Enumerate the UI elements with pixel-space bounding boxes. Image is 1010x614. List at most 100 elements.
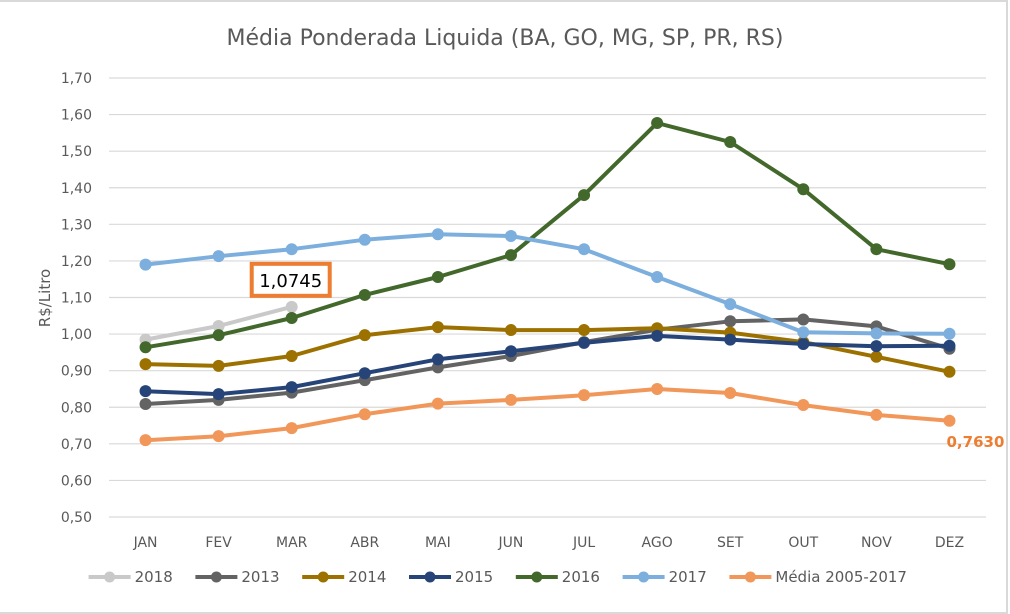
data-point: [504, 324, 517, 337]
legend-swatch-marker: [104, 571, 116, 583]
annotation-box: [249, 261, 332, 298]
y-tick-label: 1,60: [61, 108, 92, 124]
annotation-label: 1,0745: [259, 271, 322, 292]
legend-item[interactable]: 2018: [88, 568, 173, 586]
data-point: [870, 243, 883, 256]
legend-swatch-marker: [744, 571, 756, 583]
series-line: [145, 333, 950, 397]
x-tick-label: ABR: [350, 535, 379, 551]
series-2017: [139, 228, 956, 340]
data-point: [651, 116, 664, 129]
legend-label: 2017: [669, 568, 707, 586]
data-point: [797, 337, 810, 350]
data-point: [578, 324, 591, 337]
data-point: [651, 382, 664, 395]
y-axis-label: R$/Litro: [36, 269, 54, 327]
data-point: [212, 250, 225, 263]
data-point: [212, 388, 225, 401]
data-point: [943, 258, 956, 271]
data-point: [285, 243, 298, 256]
legend-item[interactable]: 2014: [302, 568, 386, 586]
legend-swatch-marker: [210, 571, 222, 583]
data-point: [797, 313, 810, 326]
x-tick-label: FEV: [205, 535, 232, 551]
data-point: [139, 341, 152, 354]
data-point: [504, 249, 517, 262]
series-2015: [139, 329, 956, 401]
y-tick-label: 1,70: [61, 71, 92, 87]
legend-swatch-marker: [531, 571, 543, 583]
legend-label: 2016: [562, 568, 600, 586]
data-point: [724, 315, 737, 328]
legend-swatch-marker: [424, 571, 436, 583]
legend-item[interactable]: 2016: [515, 568, 600, 586]
x-tick-label: MAI: [425, 535, 451, 551]
y-tick-label: 0,70: [61, 437, 92, 453]
data-point: [504, 393, 517, 406]
legend-item[interactable]: 2017: [622, 568, 707, 586]
legend-item[interactable]: 2013: [195, 568, 280, 586]
data-point: [358, 367, 371, 380]
data-point: [578, 389, 591, 402]
legend: 2018 2013 2014 2015 2016 2017 Média 2005-2017: [88, 568, 907, 586]
x-tick-label: JAN: [133, 535, 158, 551]
series-2018: [139, 300, 298, 346]
data-point: [358, 408, 371, 421]
data-point: [431, 321, 444, 334]
data-point: [139, 258, 152, 271]
x-tick-label: DEZ: [935, 535, 964, 551]
data-point: [358, 329, 371, 342]
data-point: [870, 327, 883, 340]
y-tick-label: 1,10: [61, 291, 92, 307]
legend-item[interactable]: 2015: [409, 568, 493, 586]
data-point: [285, 381, 298, 394]
data-point: [870, 408, 883, 421]
y-tick-label: 0,90: [61, 364, 92, 380]
y-tick-label: 1,50: [61, 144, 92, 160]
data-point: [797, 326, 810, 339]
x-tick-label: NOV: [861, 535, 892, 551]
x-tick-label: AGO: [642, 535, 673, 551]
x-tick-label: OUT: [788, 535, 818, 551]
y-tick-label: 0,80: [61, 400, 92, 416]
data-point: [651, 271, 664, 284]
legend-label: 2013: [241, 568, 279, 586]
gridlines: [109, 77, 986, 518]
data-point: [212, 359, 225, 372]
data-point: [504, 345, 517, 358]
legend-swatch-marker: [638, 571, 650, 583]
legend-swatch-marker: [317, 571, 329, 583]
data-point: [870, 350, 883, 363]
y-tick-label: 0,50: [61, 510, 92, 526]
series-m-dia-2005-2017: [139, 382, 956, 447]
series-line: [145, 387, 950, 443]
data-point: [797, 183, 810, 196]
x-tick-label: JUL: [572, 535, 595, 551]
data-point: [212, 329, 225, 342]
data-point: [431, 397, 444, 410]
data-point: [578, 243, 591, 256]
data-point: [724, 386, 737, 399]
data-point: [212, 320, 225, 333]
data-point: [578, 189, 591, 202]
x-tick-label: SET: [717, 535, 744, 551]
legend-label: 2015: [455, 568, 493, 586]
data-point: [724, 333, 737, 346]
data-point: [943, 365, 956, 378]
data-point: [578, 336, 591, 349]
y-tick-label: 1,20: [61, 254, 92, 270]
legend-label: 2014: [348, 568, 386, 586]
y-tick-label: 1,30: [61, 217, 92, 233]
y-axis-ticks: 0,50 0,60 0,70 0,80 0,90 1,00 1,10 1,20 1,30 1,40…: [61, 71, 92, 526]
data-point: [139, 434, 152, 447]
series-line: [145, 121, 950, 350]
legend-item[interactable]: Média 2005-2017: [729, 568, 907, 586]
x-tick-label: JUN: [498, 535, 524, 551]
data-point: [285, 300, 298, 313]
data-point: [724, 136, 737, 149]
data-point: [797, 399, 810, 412]
y-tick-label: 1,40: [61, 181, 92, 197]
series-layer: [139, 116, 956, 447]
data-point: [285, 350, 298, 363]
